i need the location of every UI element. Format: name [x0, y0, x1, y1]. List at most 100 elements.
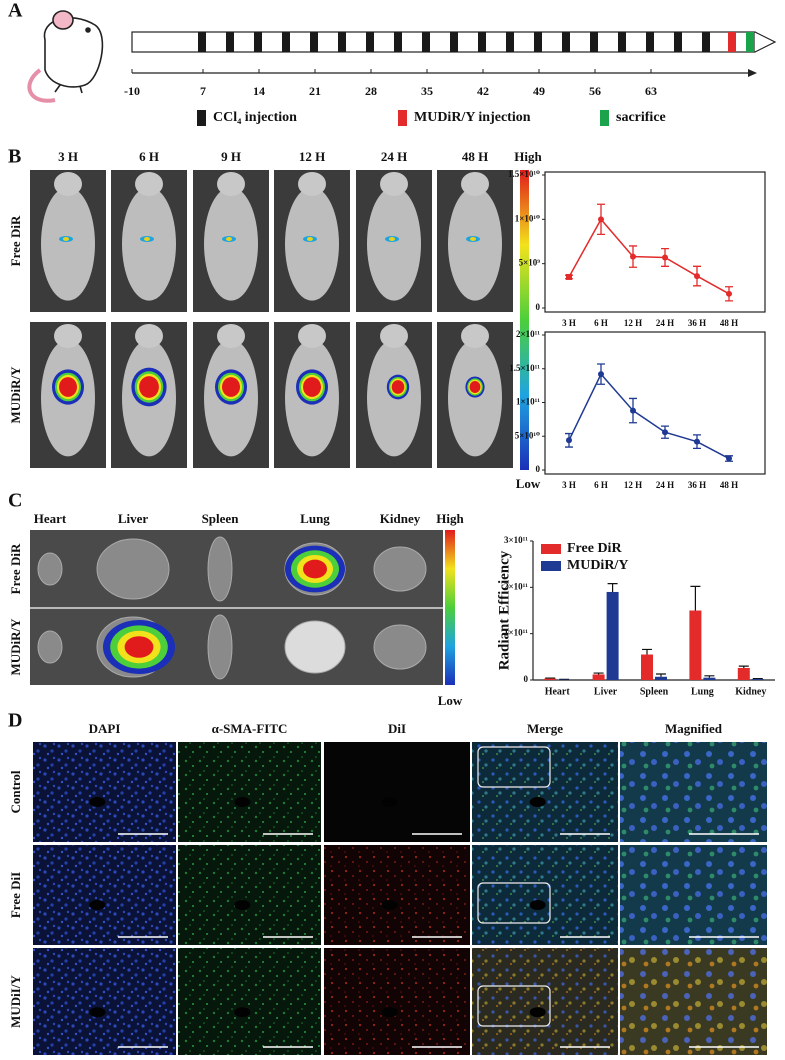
column-header: Lung — [300, 511, 330, 526]
data-point — [694, 438, 700, 445]
y-tick-label: 5×10⁹ — [519, 258, 541, 268]
signal — [303, 559, 327, 579]
y-tick-label: 0 — [536, 464, 541, 474]
scale-high: High — [514, 149, 542, 164]
injection-block — [394, 32, 402, 52]
mouse-head — [135, 324, 163, 348]
signal — [303, 377, 321, 397]
error-bar — [690, 585, 701, 611]
injection-block — [534, 32, 542, 52]
column-header: α-SMA-FITC — [212, 721, 288, 736]
zoom-box — [477, 985, 551, 1027]
x-tick-label: 3 H — [562, 480, 576, 490]
micrograph — [324, 742, 470, 842]
vessel — [529, 1007, 546, 1018]
zoom-box — [477, 882, 551, 924]
micrograph — [620, 742, 767, 842]
x-tick-label: 12 H — [624, 318, 642, 328]
data-point — [566, 437, 572, 444]
organ — [96, 538, 170, 600]
micrograph — [178, 948, 321, 1055]
color-scale — [445, 530, 455, 685]
micrograph — [178, 742, 321, 842]
error-bar — [642, 648, 652, 655]
micrograph — [472, 845, 618, 945]
x-tick-label: 48 H — [720, 480, 738, 490]
bar — [641, 654, 653, 680]
error-bar — [738, 665, 749, 668]
data-point — [566, 273, 572, 280]
organ — [207, 536, 233, 602]
signal — [139, 376, 159, 398]
bar — [592, 674, 605, 680]
mouse-icon — [27, 10, 104, 103]
panel-label: A — [8, 0, 23, 22]
legend-swatch — [197, 110, 206, 126]
legend-label: CCl₄ injection — [213, 110, 297, 125]
time-axis-arrow — [748, 69, 757, 77]
micrograph — [620, 948, 767, 1055]
injection-block — [282, 32, 290, 52]
mouse-body — [367, 187, 421, 301]
injection-block — [198, 32, 206, 52]
signal — [469, 381, 481, 393]
mouse-head — [135, 172, 163, 196]
legend-label: sacrifice — [616, 110, 666, 125]
x-tick-label: Kidney — [735, 686, 766, 697]
legend-label: MUDiR/Y — [567, 558, 628, 573]
micrograph — [33, 845, 176, 945]
row-label: MUDiI/Y — [8, 975, 23, 1028]
x-tick-label: 36 H — [688, 480, 706, 490]
column-header: Liver — [118, 511, 149, 526]
row-label: Control — [8, 770, 23, 813]
micrograph — [472, 948, 618, 1055]
vessel — [529, 900, 546, 910]
legend-swatch — [600, 110, 609, 126]
error-bar — [593, 672, 604, 675]
mouse-head — [54, 172, 82, 196]
vessel — [234, 797, 251, 807]
column-header: 48 H — [462, 149, 488, 164]
bar — [703, 677, 716, 680]
injection-block — [366, 32, 374, 52]
mouse-head — [380, 324, 408, 348]
y-tick-label: 2×10¹¹ — [504, 581, 528, 591]
signal — [124, 636, 154, 658]
legend-swatch — [541, 544, 561, 554]
plot-frame — [544, 171, 766, 313]
mouse-body — [448, 339, 502, 457]
legend-swatch — [541, 561, 561, 571]
y-tick-label: 2×10¹¹ — [516, 329, 540, 339]
column-header: Kidney — [380, 511, 421, 526]
data-point — [726, 290, 732, 297]
injection-block — [422, 32, 430, 52]
column-header: 3 H — [58, 149, 78, 164]
injection-block — [618, 32, 626, 52]
data-point — [726, 455, 732, 462]
micrograph — [620, 845, 767, 945]
time-tick-label: 35 — [421, 84, 433, 98]
micrograph — [33, 948, 176, 1055]
organ — [373, 546, 427, 592]
column-header: DiI — [388, 721, 406, 736]
legend-label: MUDiR/Y injection — [414, 110, 531, 125]
scale-high: High — [436, 511, 464, 526]
panel-label: C — [8, 490, 22, 512]
column-header: Merge — [527, 721, 563, 736]
legend-swatch — [398, 110, 407, 126]
mouse-body — [41, 187, 95, 301]
timeline-bar — [131, 31, 756, 53]
x-tick-label: 6 H — [594, 480, 608, 490]
bar — [737, 667, 750, 680]
data-point — [662, 254, 668, 261]
y-tick-label: 0 — [536, 302, 541, 312]
vessel — [381, 900, 398, 910]
y-tick-label: 1×10¹¹ — [516, 397, 540, 407]
mouse-head — [217, 172, 245, 196]
vessel — [89, 900, 106, 910]
vessel — [89, 1007, 106, 1018]
vessel — [381, 1007, 398, 1018]
color-scale — [520, 170, 529, 470]
micrograph — [324, 948, 470, 1055]
x-tick-label: 3 H — [562, 318, 576, 328]
